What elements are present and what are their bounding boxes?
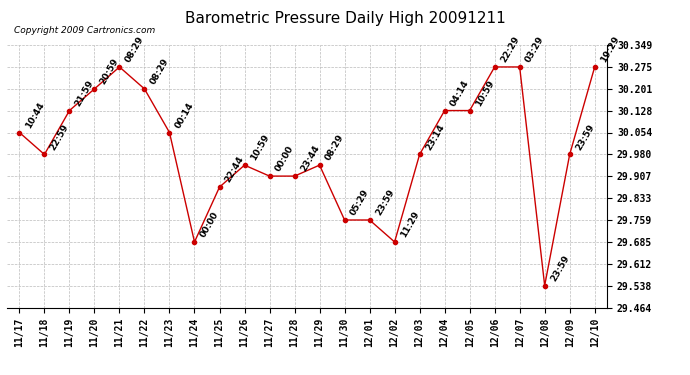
Text: 03:29: 03:29 — [524, 35, 546, 64]
Text: 22:29: 22:29 — [499, 35, 521, 64]
Text: 10:44: 10:44 — [23, 100, 46, 130]
Text: 04:14: 04:14 — [448, 78, 471, 108]
Text: 23:59: 23:59 — [374, 188, 396, 217]
Text: 22:59: 22:59 — [48, 122, 71, 152]
Text: 23:59: 23:59 — [549, 254, 571, 283]
Text: 08:29: 08:29 — [124, 35, 146, 64]
Text: 23:44: 23:44 — [299, 144, 321, 173]
Text: 10:59: 10:59 — [248, 133, 270, 162]
Text: 05:29: 05:29 — [348, 188, 371, 217]
Text: 21:59: 21:59 — [74, 78, 96, 108]
Text: 00:14: 00:14 — [174, 100, 196, 130]
Text: 08:29: 08:29 — [148, 57, 170, 86]
Text: 20:59: 20:59 — [99, 57, 121, 86]
Text: 23:14: 23:14 — [424, 122, 446, 152]
Text: 23:59: 23:59 — [574, 122, 596, 152]
Text: 19:29: 19:29 — [599, 34, 621, 64]
Text: 10:59: 10:59 — [474, 78, 496, 108]
Text: 00:00: 00:00 — [274, 144, 295, 173]
Text: 22:44: 22:44 — [224, 155, 246, 184]
Text: 08:29: 08:29 — [324, 133, 346, 162]
Text: Barometric Pressure Daily High 20091211: Barometric Pressure Daily High 20091211 — [185, 11, 505, 26]
Text: 00:00: 00:00 — [199, 210, 221, 239]
Text: 11:29: 11:29 — [399, 210, 421, 239]
Text: Copyright 2009 Cartronics.com: Copyright 2009 Cartronics.com — [14, 26, 155, 35]
